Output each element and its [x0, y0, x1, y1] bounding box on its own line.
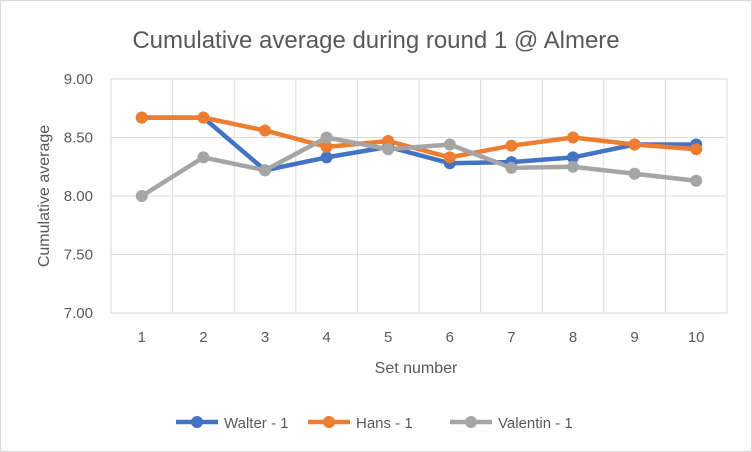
x-tick-label: 10: [688, 329, 705, 346]
data-point: [197, 151, 210, 164]
x-tick-label: 2: [199, 329, 207, 346]
data-point: [135, 111, 148, 124]
data-point: [320, 151, 333, 164]
data-point: [690, 174, 703, 187]
series-line: [141, 115, 697, 160]
x-tick-label: 4: [322, 329, 330, 346]
data-point: [135, 190, 148, 202]
data-point: [628, 167, 641, 180]
data-point: [320, 131, 333, 144]
data-point: [197, 111, 210, 124]
y-axis-label: Cumulative average: [36, 125, 53, 267]
legend-marker: [191, 416, 203, 428]
x-tick-label: 3: [261, 329, 269, 346]
legend-label: Walter - 1: [224, 415, 288, 432]
y-tick-label: 8.00: [64, 188, 93, 205]
data-point: [567, 131, 579, 144]
y-tick-label: 8.50: [64, 130, 93, 147]
data-point: [505, 139, 518, 152]
chart-title: Cumulative average during round 1 @ Alme…: [132, 27, 619, 54]
x-tick-label: 6: [446, 329, 454, 346]
series-hans-1: [135, 111, 703, 164]
x-tick-label: 5: [384, 329, 392, 346]
y-tick-label: 9.00: [64, 71, 93, 88]
data-point: [505, 161, 518, 174]
data-point: [567, 160, 579, 173]
legend-label: Hans - 1: [356, 415, 413, 432]
data-point: [259, 124, 271, 137]
x-tick-label: 8: [569, 329, 577, 346]
series-line: [140, 135, 697, 198]
data-point: [628, 138, 641, 151]
legend-item: Walter - 1: [176, 415, 288, 432]
series-line: [141, 115, 697, 173]
y-tick-label: 7.50: [64, 247, 93, 264]
data-point: [567, 151, 579, 164]
series-valentin-1: [135, 131, 703, 202]
legend-item: Valentin - 1: [450, 415, 573, 432]
x-tick-label: 9: [630, 329, 638, 346]
data-point: [443, 138, 456, 151]
data-point: [443, 151, 456, 164]
legend-marker: [465, 416, 477, 428]
data-point: [382, 143, 395, 156]
data-point: [320, 140, 333, 153]
x-tick-label: 1: [138, 329, 146, 346]
legend-marker: [323, 416, 335, 428]
x-axis-label: Set number: [375, 360, 458, 377]
data-point: [690, 143, 703, 156]
x-tick-label: 7: [507, 329, 515, 346]
y-tick-label: 7.00: [64, 305, 93, 322]
legend-label: Valentin - 1: [498, 415, 573, 432]
data-point: [259, 164, 271, 177]
legend-item: Hans - 1: [308, 415, 413, 432]
